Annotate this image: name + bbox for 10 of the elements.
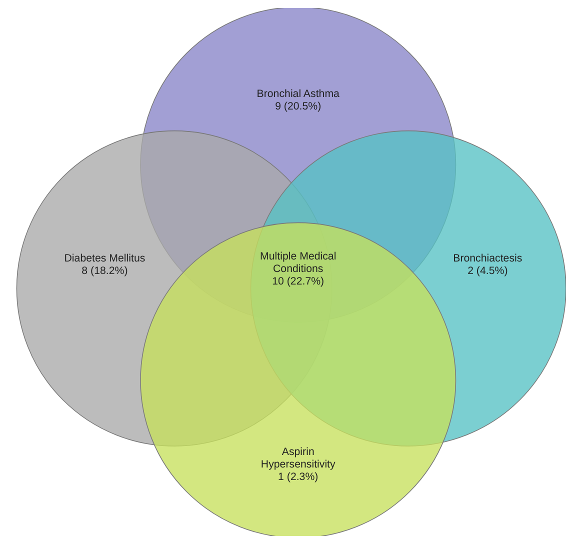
data-label: 1 (2.3%) [278,470,318,483]
data-label: 8 (18.2%) [82,264,128,277]
category-label: Aspirin Hypersensitivity [260,446,336,470]
category-label: Bronchial Asthma [256,88,340,100]
data-label: 9 (20.5%) [275,100,322,113]
data-label: 2 (4.5%) [468,264,508,277]
category-label: Diabetes Mellitus [64,252,146,264]
category-label: Multiple Medical Conditions [260,250,336,275]
data-label: 10 (22.7%) [272,276,324,288]
category-label: Bronchiactesis [453,252,522,264]
